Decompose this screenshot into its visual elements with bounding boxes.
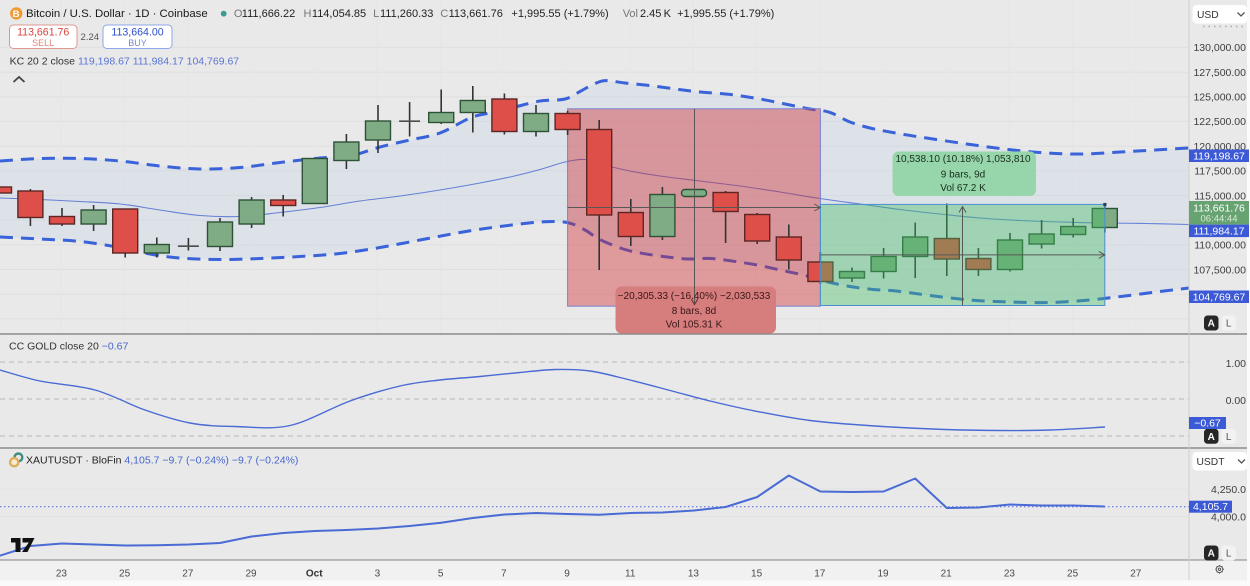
svg-text:25: 25 — [119, 569, 131, 580]
svg-text:10,538.10 (10.18%) 1,053,810: 10,538.10 (10.18%) 1,053,810 — [895, 154, 1031, 165]
svg-text:B: B — [13, 9, 20, 20]
svg-text:113,664.00: 113,664.00 — [111, 27, 163, 39]
svg-text:29: 29 — [245, 569, 257, 580]
svg-text:06:44:44: 06:44:44 — [1201, 213, 1238, 224]
svg-text:113,661.76: 113,661.76 — [449, 8, 503, 20]
svg-text:23: 23 — [1004, 569, 1016, 580]
svg-text:114,054.85: 114,054.85 — [312, 8, 366, 20]
svg-text:21: 21 — [941, 569, 953, 580]
svg-text:115,000.00: 115,000.00 — [1194, 190, 1246, 202]
svg-text:113,661.76: 113,661.76 — [17, 27, 69, 39]
svg-text:122,500.00: 122,500.00 — [1193, 116, 1246, 128]
svg-text:A: A — [1208, 549, 1215, 560]
svg-text:125,000.00: 125,000.00 — [1193, 92, 1246, 104]
svg-text:L: L — [1226, 549, 1232, 560]
svg-text:27: 27 — [182, 569, 194, 580]
svg-text:15: 15 — [751, 569, 763, 580]
svg-text:3: 3 — [375, 569, 381, 580]
svg-text:111,984.17: 111,984.17 — [1194, 226, 1245, 238]
svg-text:7: 7 — [501, 569, 507, 580]
svg-text:H: H — [304, 8, 312, 20]
svg-text:9: 9 — [564, 569, 570, 580]
svg-text:Oct: Oct — [306, 569, 323, 580]
svg-text:117,500.00: 117,500.00 — [1194, 166, 1246, 178]
svg-text:A: A — [1208, 432, 1215, 443]
svg-text:+1,995.55 (+1.79%): +1,995.55 (+1.79%) — [677, 8, 774, 20]
svg-text:8 bars, 8d: 8 bars, 8d — [672, 306, 716, 317]
svg-text:KC 20 2 close: KC 20 2 close — [10, 56, 76, 68]
svg-text:Vol 105.31 K: Vol 105.31 K — [666, 320, 723, 331]
svg-text:13: 13 — [688, 569, 700, 580]
svg-text:Bitcoin / U.S. Dollar · 1D · C: Bitcoin / U.S. Dollar · 1D · Coinbase — [26, 8, 208, 20]
svg-text:0.00: 0.00 — [1226, 395, 1247, 407]
svg-text:+1,995.55 (+1.79%): +1,995.55 (+1.79%) — [511, 8, 608, 20]
svg-text:2.45 K: 2.45 K — [640, 8, 672, 20]
svg-text:L: L — [373, 8, 379, 20]
svg-text:110,000.00: 110,000.00 — [1194, 240, 1246, 252]
svg-text:SELL: SELL — [32, 38, 54, 48]
svg-text:USDT: USDT — [1197, 457, 1226, 468]
svg-text:−20,305.33 (−16.40%) −2,030,53: −20,305.33 (−16.40%) −2,030,533 — [618, 291, 771, 302]
svg-text:L: L — [1226, 319, 1232, 330]
svg-text:CC GOLD close 20 −0.67: CC GOLD close 20 −0.67 — [9, 341, 129, 353]
svg-text:113,661.76: 113,661.76 — [1193, 202, 1245, 214]
svg-text:A: A — [1208, 319, 1215, 330]
svg-text:27: 27 — [1130, 569, 1142, 580]
svg-text:Vol: Vol — [623, 8, 638, 20]
svg-text:104,769.67: 104,769.67 — [1193, 291, 1246, 303]
svg-text:111,260.33: 111,260.33 — [380, 8, 433, 20]
svg-text:1.00: 1.00 — [1226, 358, 1247, 370]
svg-text:111,666.22: 111,666.22 — [242, 8, 295, 20]
svg-text:130,000.00: 130,000.00 — [1193, 42, 1246, 54]
svg-text:O: O — [234, 8, 243, 20]
svg-text:4,250.0: 4,250.0 — [1211, 484, 1246, 496]
svg-text:119,198.67 111,984.17 104,76: 119,198.67 111,984.17 104,769.67 — [78, 56, 239, 68]
svg-text:119,198.67: 119,198.67 — [1193, 150, 1245, 162]
svg-text:Vol 67.2 K: Vol 67.2 K — [940, 183, 986, 194]
svg-text:17: 17 — [814, 569, 826, 580]
svg-text:−0.67: −0.67 — [1194, 418, 1221, 430]
svg-text:19: 19 — [877, 569, 889, 580]
svg-text:4,105.7: 4,105.7 — [1193, 501, 1228, 513]
svg-text:L: L — [1226, 432, 1232, 443]
svg-text:C: C — [440, 8, 448, 20]
svg-text:USD: USD — [1197, 10, 1219, 21]
svg-text:127,500.00: 127,500.00 — [1193, 67, 1246, 79]
svg-text:5: 5 — [438, 569, 444, 580]
svg-text:2.24: 2.24 — [81, 32, 100, 43]
svg-text:9 bars, 9d: 9 bars, 9d — [941, 169, 985, 180]
svg-text:23: 23 — [56, 569, 68, 580]
svg-text:25: 25 — [1067, 569, 1079, 580]
svg-text:11: 11 — [625, 569, 636, 580]
svg-text:107,500.00: 107,500.00 — [1193, 264, 1246, 276]
svg-text:4,000.0: 4,000.0 — [1211, 511, 1246, 523]
svg-text:BUY: BUY — [128, 38, 147, 48]
svg-text:XAUTUSDT · BloFin 4,105.7 −9.: XAUTUSDT · BloFin 4,105.7 −9.7 (−0.24%) … — [26, 455, 298, 467]
